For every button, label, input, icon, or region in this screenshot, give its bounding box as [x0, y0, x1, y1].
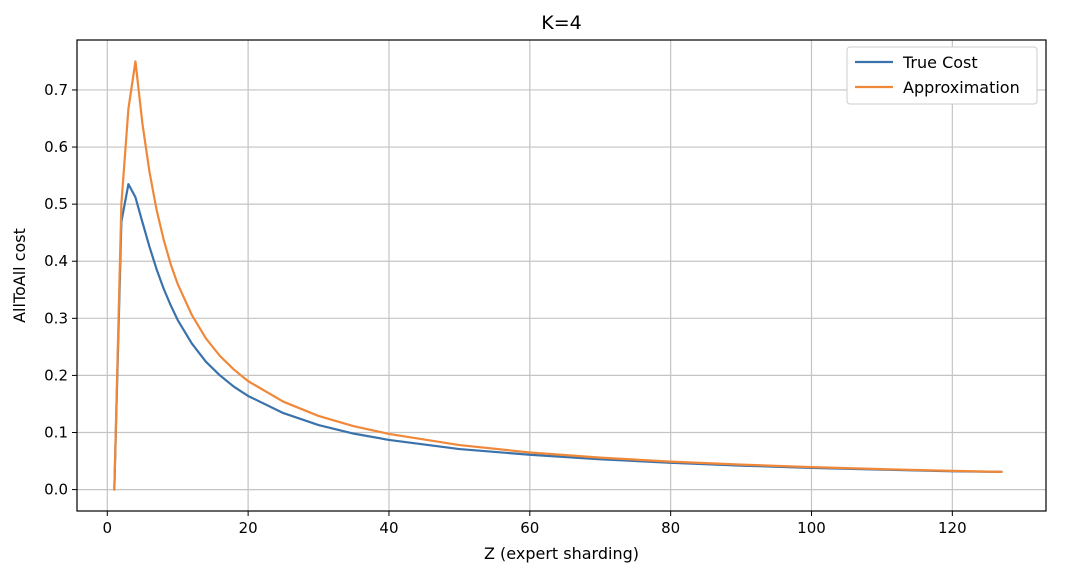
y-tick-label: 0.6	[44, 138, 68, 156]
x-tick-label: 0	[103, 519, 113, 537]
y-tick-label: 0.7	[44, 81, 68, 99]
series-line-approximation	[113, 60, 1003, 491]
x-tick-label: 80	[661, 519, 680, 537]
y-tick-label: 0.5	[44, 195, 68, 213]
x-tick-label: 100	[797, 519, 826, 537]
y-tick-label: 0.4	[44, 252, 68, 270]
x-tick-label: 40	[379, 519, 398, 537]
legend-label-approximation: Approximation	[903, 78, 1020, 97]
x-tick-label: 60	[520, 519, 539, 537]
series-line-true-cost	[113, 183, 1003, 491]
grid-lines	[77, 40, 1046, 511]
chart-title: K=4	[541, 12, 581, 34]
y-axis-ticks: 0.0 0.1 0.2 0.3 0.4 0.5 0.6 0.7	[44, 81, 77, 499]
x-tick-label: 120	[938, 519, 967, 537]
x-axis-label: Z (expert sharding)	[484, 544, 639, 563]
x-axis-ticks: 0 20 40 60 80 100 120	[103, 511, 967, 537]
x-tick-label: 20	[239, 519, 258, 537]
legend-box	[846, 46, 1038, 105]
legend-label-true-cost: True Cost	[902, 53, 978, 72]
y-tick-label: 0.3	[44, 309, 68, 327]
y-axis-label: AllToAll cost	[10, 228, 29, 323]
y-tick-label: 0.2	[44, 366, 68, 384]
y-tick-label: 0.0	[44, 481, 68, 499]
series-lines	[113, 60, 1003, 491]
y-tick-label: 0.1	[44, 424, 68, 442]
legend: True Cost Approximation	[846, 46, 1038, 105]
plot-frame	[76, 39, 1047, 512]
